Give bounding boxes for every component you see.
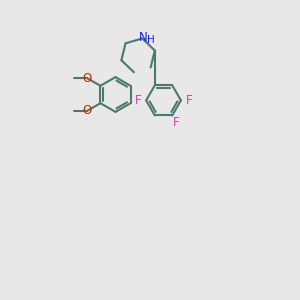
Text: F: F <box>186 94 192 107</box>
Text: F: F <box>135 94 141 107</box>
Text: N: N <box>139 32 147 44</box>
Text: O: O <box>82 104 92 117</box>
Text: F: F <box>173 116 180 129</box>
Text: O: O <box>82 72 92 85</box>
Text: H: H <box>146 35 154 45</box>
